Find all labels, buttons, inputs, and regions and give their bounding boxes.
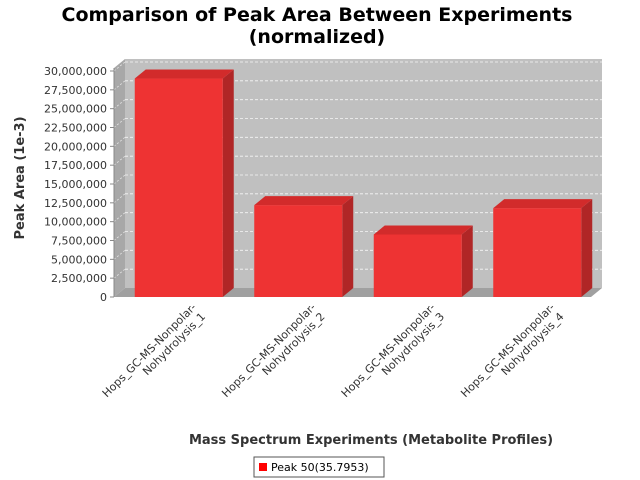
y-tick-label: 22,500,000 xyxy=(44,122,107,135)
bar-top xyxy=(493,199,593,209)
y-tick-label: 0 xyxy=(100,291,107,304)
bar-side xyxy=(461,225,473,297)
bar-side xyxy=(222,69,234,298)
x-tick-label: Hops_GC-MS-Nonpolar-Nohydrolysis_1 xyxy=(100,301,208,409)
bar-front xyxy=(254,205,343,297)
x-axis-label: Mass Spectrum Experiments (Metabolite Pr… xyxy=(189,433,553,448)
x-tick-label-line: Hops_GC-MS-Nonpolar- xyxy=(339,301,438,400)
plot-left-wall xyxy=(114,59,125,297)
bar-top xyxy=(134,69,234,79)
y-tick-label: 2,500,000 xyxy=(51,272,107,285)
legend-swatch xyxy=(259,463,267,471)
y-tick-label: 17,500,000 xyxy=(44,159,107,172)
y-tick-label: 7,500,000 xyxy=(51,235,107,248)
legend-box xyxy=(253,456,385,478)
bar-side xyxy=(342,196,354,297)
y-tick-label: 12,500,000 xyxy=(44,197,107,210)
bar xyxy=(373,225,473,297)
chart-subtitle: (normalized) xyxy=(249,26,386,48)
bar-top xyxy=(254,196,354,206)
y-tick-label: 5,000,000 xyxy=(51,253,107,266)
bar xyxy=(134,69,234,298)
bar-front xyxy=(493,208,582,297)
x-tick-label: Hops_GC-MS-Nonpolar-Nohydrolysis_3 xyxy=(339,301,447,409)
bar-top xyxy=(373,225,473,235)
y-tick-label: 15,000,000 xyxy=(44,178,107,191)
x-tick-label: Hops_GC-MS-Nonpolar-Nohydrolysis_2 xyxy=(219,301,327,409)
bar-front xyxy=(373,234,462,297)
chart-title: Comparison of Peak Area Between Experime… xyxy=(62,4,573,26)
y-axis-label: Peak Area (1e-3) xyxy=(13,116,28,239)
y-tick-label: 10,000,000 xyxy=(44,216,107,229)
x-axis: Hops_GC-MS-Nonpolar-Nohydrolysis_1 Hops_G… xyxy=(100,301,567,409)
x-tick-label-line: Hops_GC-MS-Nonpolar- xyxy=(219,301,318,400)
y-tick-label: 27,500,000 xyxy=(44,84,107,97)
legend: Peak 50(35.7953) xyxy=(253,456,385,478)
x-tick-label-line: Hops_GC-MS-Nonpolar- xyxy=(458,301,557,400)
plot-floor xyxy=(114,288,602,297)
x-tick-label: Hops_GC-MS-Nonpolar-Nohydrolysis_4 xyxy=(458,301,566,409)
y-tick-label: 20,000,000 xyxy=(44,140,107,153)
y-tick-label: 25,000,000 xyxy=(44,103,107,116)
y-tick-label: 30,000,000 xyxy=(44,65,107,78)
legend-label: Peak 50(35.7953) xyxy=(271,461,369,474)
x-tick-label-line: Hops_GC-MS-Nonpolar- xyxy=(100,301,199,400)
bar xyxy=(493,199,593,297)
y-axis: 0 2,500,000 5,000,000 7,500,000 10,000,000 12… xyxy=(44,65,115,304)
bar-side xyxy=(581,199,593,297)
bar-front xyxy=(134,78,223,298)
bars xyxy=(134,69,593,298)
bar xyxy=(254,196,354,297)
